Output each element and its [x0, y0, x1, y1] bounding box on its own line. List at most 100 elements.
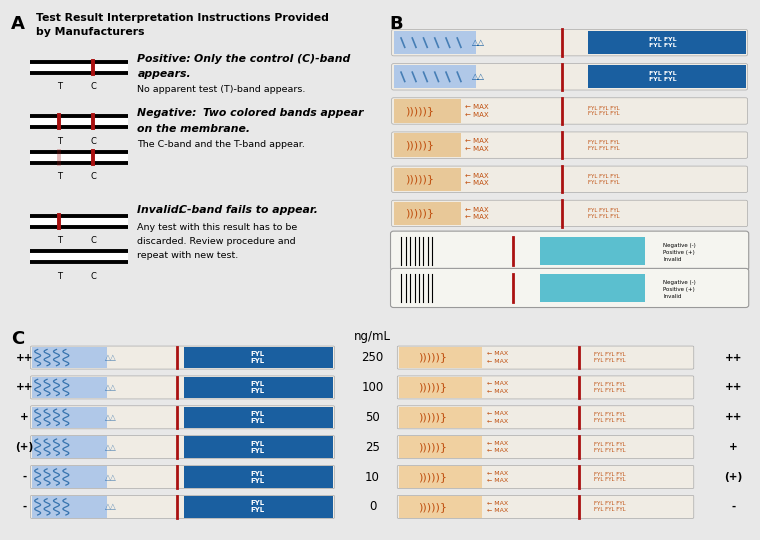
Text: FYL
FYL: FYL FYL: [251, 381, 264, 394]
Bar: [540, 274, 644, 302]
Text: ← MAX: ← MAX: [464, 173, 489, 179]
Text: Invalid: Invalid: [663, 257, 682, 262]
Text: ← MAX: ← MAX: [464, 104, 489, 110]
Text: )))))}: )))))}: [418, 442, 447, 452]
Text: ++: ++: [16, 353, 33, 362]
Text: +: +: [20, 412, 29, 422]
Text: Positive (+): Positive (+): [663, 249, 695, 255]
Bar: [588, 31, 746, 55]
Text: △△: △△: [105, 443, 117, 451]
FancyBboxPatch shape: [397, 436, 694, 458]
Text: on the membrane.: on the membrane.: [138, 124, 250, 134]
FancyBboxPatch shape: [30, 376, 334, 399]
Text: )))))}: )))))}: [405, 106, 434, 116]
Text: Only the control (C)-band: Only the control (C)-band: [194, 54, 350, 64]
Bar: [399, 377, 482, 398]
Text: △△: △△: [105, 413, 117, 422]
Text: C: C: [90, 172, 97, 181]
Text: ++: ++: [16, 382, 33, 393]
Bar: [394, 202, 461, 225]
FancyBboxPatch shape: [397, 406, 694, 429]
FancyBboxPatch shape: [30, 465, 334, 489]
FancyBboxPatch shape: [391, 132, 748, 158]
Text: ← MAX: ← MAX: [464, 180, 489, 186]
Bar: [394, 133, 461, 157]
Text: Positive:: Positive:: [138, 54, 195, 64]
FancyBboxPatch shape: [30, 436, 334, 458]
Text: ← MAX: ← MAX: [464, 207, 489, 213]
Bar: [399, 496, 482, 517]
Text: FYL FYL FYL
FYL FYL FYL: FYL FYL FYL FYL FYL FYL: [594, 471, 626, 482]
Text: T: T: [57, 172, 62, 181]
Text: △△: △△: [105, 383, 117, 392]
Text: B: B: [390, 15, 404, 33]
Text: △△: △△: [105, 502, 117, 511]
FancyBboxPatch shape: [397, 495, 694, 518]
Bar: [30, 253, 128, 260]
Text: ← MAX: ← MAX: [464, 146, 489, 152]
Text: FYL FYL FYL
FYL FYL FYL: FYL FYL FYL FYL FYL FYL: [594, 502, 626, 512]
Text: FYL FYL FYL
FYL FYL FYL: FYL FYL FYL FYL FYL FYL: [588, 140, 620, 151]
Text: The C-band and the T-band appear.: The C-band and the T-band appear.: [138, 140, 306, 149]
Bar: [399, 436, 482, 458]
Bar: [32, 496, 107, 517]
Text: )))))}: )))))}: [405, 174, 434, 184]
Text: Positive (+): Positive (+): [663, 287, 695, 292]
Bar: [588, 65, 746, 89]
Text: ← MAX: ← MAX: [487, 381, 508, 386]
Text: ← MAX: ← MAX: [487, 441, 508, 446]
Bar: [32, 377, 107, 398]
Text: (+): (+): [724, 472, 743, 482]
Text: FYL FYL FYL
FYL FYL FYL: FYL FYL FYL FYL FYL FYL: [594, 382, 626, 393]
Text: ++: ++: [725, 382, 743, 393]
Text: FYL FYL FYL
FYL FYL FYL: FYL FYL FYL FYL FYL FYL: [588, 174, 620, 185]
Text: )))))}: )))))}: [418, 502, 447, 512]
FancyBboxPatch shape: [397, 346, 694, 369]
Text: 25: 25: [365, 441, 380, 454]
Text: )))))}: )))))}: [405, 208, 434, 219]
Text: 250: 250: [361, 351, 384, 364]
Text: △△: △△: [105, 472, 117, 482]
Bar: [394, 167, 461, 191]
Text: Two colored bands appear: Two colored bands appear: [203, 108, 364, 118]
Text: 10: 10: [365, 470, 380, 483]
Text: ← MAX: ← MAX: [464, 138, 489, 144]
Text: -: -: [22, 472, 27, 482]
Text: C: C: [90, 236, 97, 245]
Text: ← MAX: ← MAX: [487, 471, 508, 476]
FancyBboxPatch shape: [397, 465, 694, 489]
FancyBboxPatch shape: [30, 495, 334, 518]
Text: △△: △△: [105, 353, 117, 362]
Text: △△: △△: [472, 38, 485, 47]
Text: T: T: [57, 137, 62, 146]
Text: C: C: [90, 272, 97, 281]
Bar: [30, 64, 128, 71]
Text: ← MAX: ← MAX: [487, 508, 508, 513]
Text: ← MAX: ← MAX: [487, 389, 508, 394]
Text: T: T: [57, 236, 62, 245]
Text: FYL FYL
FYL FYL: FYL FYL FYL FYL: [650, 37, 677, 48]
FancyBboxPatch shape: [391, 166, 748, 192]
Text: C: C: [90, 137, 97, 146]
Bar: [32, 467, 107, 488]
Bar: [30, 118, 128, 125]
Bar: [399, 467, 482, 488]
Bar: [394, 65, 476, 89]
Text: FYL
FYL: FYL FYL: [251, 411, 264, 424]
Text: FYL FYL FYL
FYL FYL FYL: FYL FYL FYL FYL FYL FYL: [594, 412, 626, 423]
Text: Test Result Interpretation Instructions Provided: Test Result Interpretation Instructions …: [36, 13, 328, 23]
Text: Negative (-): Negative (-): [663, 242, 696, 248]
FancyBboxPatch shape: [391, 200, 748, 227]
Bar: [399, 407, 482, 428]
Text: )))))}: )))))}: [405, 140, 434, 150]
Text: 0: 0: [369, 501, 376, 514]
Text: T: T: [57, 83, 62, 91]
Bar: [32, 347, 107, 368]
Text: Negative (-): Negative (-): [663, 280, 696, 285]
Text: No apparent test (T)-band appears.: No apparent test (T)-band appears.: [138, 85, 306, 94]
Text: FYL
FYL: FYL FYL: [251, 441, 264, 454]
Text: 50: 50: [365, 411, 380, 424]
Bar: [185, 436, 333, 458]
Text: C-band fails to appear.: C-band fails to appear.: [179, 205, 318, 215]
Text: ++: ++: [725, 353, 743, 362]
